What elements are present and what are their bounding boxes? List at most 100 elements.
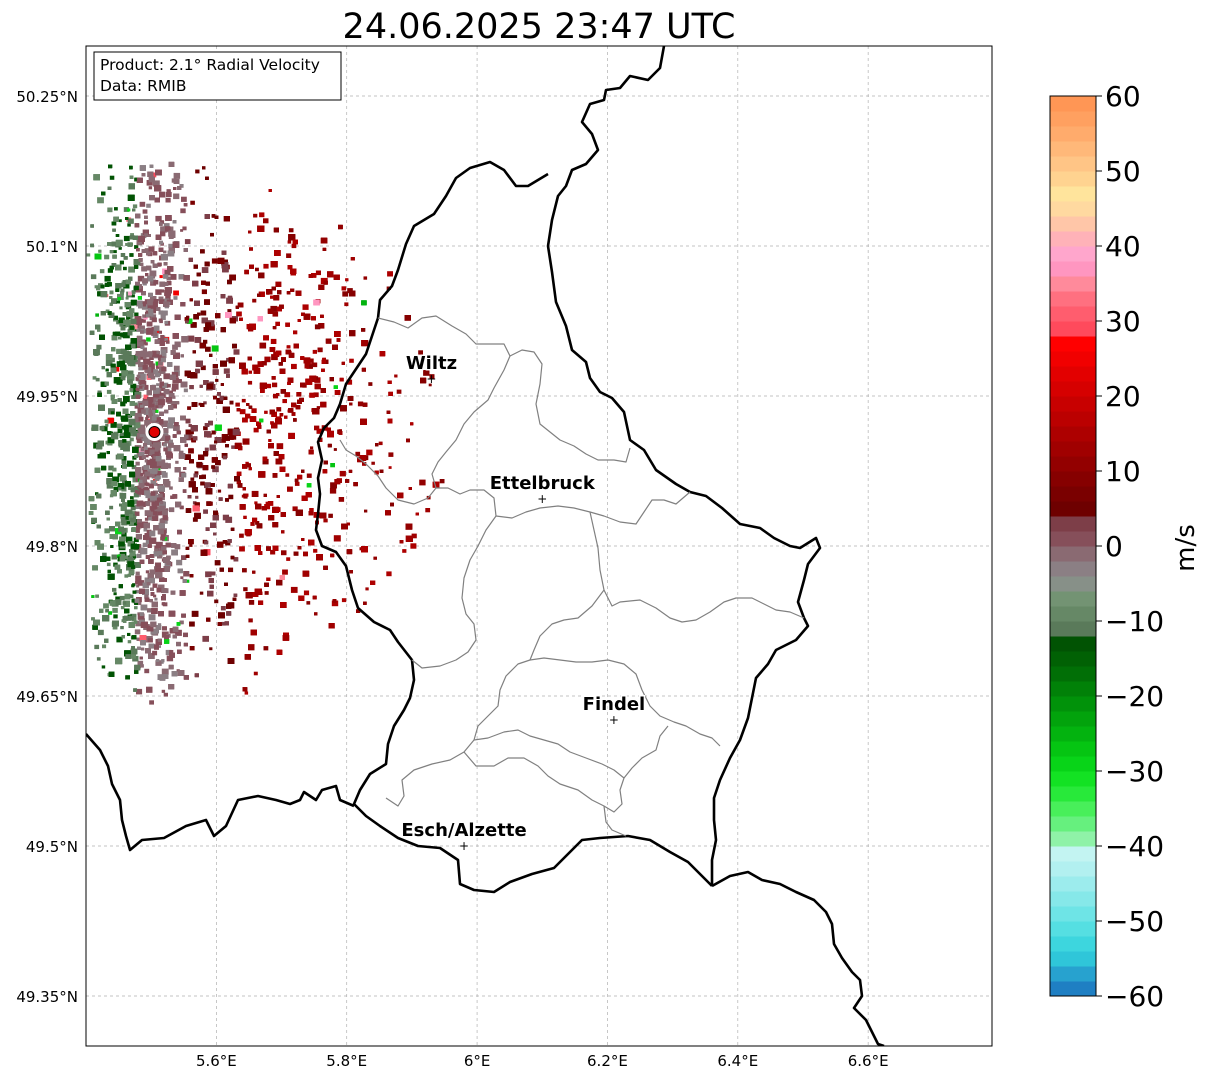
radar-gate <box>118 219 122 223</box>
radar-gate <box>132 655 139 662</box>
radar-gate <box>163 373 170 380</box>
radar-gate <box>158 645 161 648</box>
radar-gate <box>423 370 430 376</box>
radar-gate <box>169 650 174 654</box>
radar-gate <box>120 514 126 519</box>
radar-gate <box>248 600 255 605</box>
radar-gate <box>267 501 274 506</box>
radar-gate <box>208 324 215 331</box>
radar-gate <box>125 413 129 418</box>
radar-gate <box>86 253 91 257</box>
radar-gate <box>288 228 294 233</box>
radar-gate <box>282 399 287 404</box>
radar-gate <box>333 448 337 451</box>
radar-gate <box>150 172 157 178</box>
radar-gate <box>97 629 104 636</box>
radar-gate <box>148 652 155 659</box>
radar-gate <box>172 377 179 384</box>
radar-gate <box>215 378 219 382</box>
radar-gate <box>135 359 141 365</box>
radar-gate <box>250 522 255 526</box>
radar-gate <box>233 349 240 355</box>
radar-gate <box>173 365 180 371</box>
radar-gate <box>221 621 226 626</box>
radar-gate <box>114 207 118 211</box>
radar-gate <box>144 594 149 599</box>
radar-gate <box>160 220 165 224</box>
radar-gate <box>131 465 137 470</box>
radar-gate <box>130 505 136 511</box>
radar-gate <box>146 337 151 342</box>
radar-gate <box>96 657 101 661</box>
radar-gate <box>310 446 314 450</box>
radar-gate <box>255 521 260 525</box>
radar-gate <box>143 528 148 532</box>
radar-gate <box>135 461 140 466</box>
radar-gate <box>161 631 169 638</box>
radar-gate <box>190 477 195 481</box>
radar-gate <box>112 587 117 592</box>
radar-gate <box>145 492 152 499</box>
radar-gate <box>106 562 111 567</box>
radar-gate <box>378 441 383 446</box>
radar-gate <box>135 322 142 328</box>
radar-gate <box>271 354 278 361</box>
radar-gate <box>342 291 349 297</box>
radar-gate <box>190 200 195 205</box>
radar-gate <box>202 635 209 642</box>
radar-gate <box>102 552 107 557</box>
radar-gate <box>278 454 285 460</box>
radar-gate <box>170 401 177 407</box>
radar-gate <box>198 402 202 406</box>
radar-gate <box>248 370 252 374</box>
radar-gate <box>134 606 138 610</box>
radar-gate <box>145 417 149 420</box>
radar-gate <box>291 363 297 370</box>
radar-gate <box>314 377 321 383</box>
radar-gate <box>227 539 232 543</box>
radar-gate <box>303 357 311 364</box>
radar-gate <box>127 632 131 636</box>
radar-gate <box>439 479 445 484</box>
radar-gate <box>95 313 99 317</box>
radar-gate <box>247 380 253 385</box>
radar-gate <box>123 207 130 212</box>
radar-gate <box>264 410 268 414</box>
radar-gate <box>265 501 270 506</box>
radar-gate <box>148 186 153 190</box>
radar-gate <box>165 295 171 300</box>
radar-gate <box>314 324 321 330</box>
radar-gate <box>118 354 124 360</box>
radar-gate <box>363 276 368 280</box>
radar-gate <box>96 286 101 291</box>
radar-gate <box>95 377 100 382</box>
radar-gate <box>266 383 272 389</box>
radar-gate <box>120 606 125 610</box>
radar-velocity-field <box>86 161 445 705</box>
radar-gate <box>228 567 234 573</box>
radar-gate <box>144 668 150 674</box>
radar-gate <box>116 636 123 643</box>
radar-gate <box>147 234 151 237</box>
radar-gate <box>157 623 162 627</box>
radar-gate <box>153 594 157 598</box>
radar-gate <box>225 516 233 523</box>
radar-gate <box>203 509 208 514</box>
radar-gate <box>316 406 320 410</box>
radar-gate <box>259 212 265 218</box>
radar-gate <box>175 460 179 464</box>
radar-gate <box>180 576 184 580</box>
radar-gate <box>209 647 213 651</box>
radar-gate <box>103 603 109 609</box>
radar-gate <box>264 504 271 510</box>
radar-gate <box>131 294 135 298</box>
radar-gate <box>192 517 198 522</box>
radar-gate <box>119 306 123 310</box>
radar-gate <box>158 359 162 363</box>
radar-gate <box>314 425 320 431</box>
radar-gate <box>239 409 246 415</box>
radar-gate <box>330 463 335 468</box>
radar-gate <box>118 246 122 250</box>
radar-gate <box>113 366 120 372</box>
